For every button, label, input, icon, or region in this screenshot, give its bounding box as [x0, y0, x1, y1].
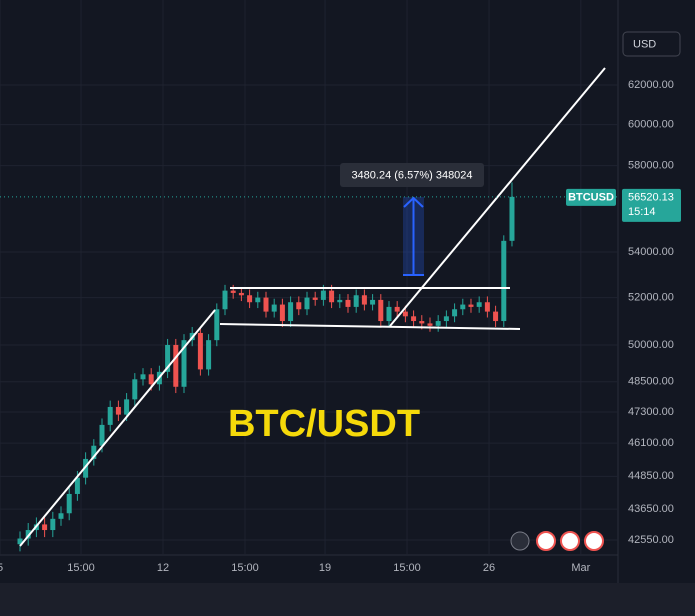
candle-body: [58, 513, 64, 519]
measure-arrow-head: [403, 196, 424, 208]
candle-body: [402, 311, 408, 317]
x-tick-label: Mar: [571, 562, 590, 574]
candle-body: [288, 302, 294, 322]
y-tick-label: 42550.00: [628, 534, 674, 546]
grid: [0, 0, 618, 555]
candle-body: [361, 295, 367, 305]
x-tick-label: 15:00: [231, 562, 259, 574]
candle-body: [427, 323, 433, 326]
candle-body: [99, 424, 105, 446]
candle-body: [140, 374, 146, 380]
last-price: BTCUSD 56520.13 15:14: [0, 188, 681, 222]
y-tick-label: 52000.00: [628, 291, 674, 303]
candle-body: [312, 297, 318, 300]
y-tick-label: 54000.00: [628, 246, 674, 258]
candle-body: [181, 340, 187, 387]
candle-body: [411, 316, 417, 322]
candle-body: [206, 340, 212, 370]
candle-body: [148, 374, 154, 385]
candle-body: [124, 399, 130, 415]
candle-body: [304, 297, 310, 310]
candle-body: [173, 344, 179, 387]
candle-body: [107, 406, 113, 425]
measure-label: 3480.24 (6.57%) 348024: [351, 169, 472, 181]
x-tick-label: 15:00: [393, 562, 421, 574]
last-price-label: 56520.13: [628, 191, 674, 203]
y-tick-label: 50000.00: [628, 339, 674, 351]
candle-body: [91, 445, 97, 459]
y-tick-label: 58000.00: [628, 160, 674, 172]
trend-line: [19, 309, 216, 547]
candle-body: [353, 295, 359, 307]
candle-body: [329, 290, 335, 303]
candle-body: [271, 304, 277, 312]
candle-body: [345, 299, 351, 307]
y-tick-label: 62000.00: [628, 79, 674, 91]
candle-body: [320, 290, 326, 300]
candle-body: [263, 297, 269, 312]
candle-body: [279, 304, 285, 322]
candle-body: [66, 493, 72, 514]
candle-body: [296, 302, 302, 310]
candle-body: [394, 306, 400, 312]
y-tick-label: 43650.00: [628, 503, 674, 515]
candle-body: [370, 299, 376, 305]
candle-body: [17, 538, 23, 545]
y-tick-label: 46100.00: [628, 437, 674, 449]
channel-line: [219, 323, 521, 330]
y-tick-label: 44850.00: [628, 470, 674, 482]
candle-body: [443, 316, 449, 322]
countdown: 15:14: [628, 206, 656, 218]
candle-body: [214, 309, 220, 341]
candle-body: [476, 302, 482, 307]
symbol-label: BTCUSD: [568, 191, 614, 203]
candle-body: [468, 304, 474, 307]
currency-button[interactable]: [622, 31, 681, 57]
candle-body: [484, 302, 490, 312]
x-tick-label: 26: [483, 562, 495, 574]
candle-body: [74, 477, 80, 494]
candle-body: [509, 196, 515, 241]
currency[interactable]: USD: [633, 38, 656, 50]
candle-body: [460, 304, 466, 310]
x-tick-label: 5: [0, 562, 3, 574]
candle-body: [378, 299, 384, 322]
candle-body: [337, 299, 343, 303]
candle-body: [493, 311, 499, 322]
y-tick-label: 48500.00: [628, 376, 674, 388]
candle-body: [42, 524, 48, 531]
price-box: [622, 188, 681, 222]
y-tick-label: 60000.00: [628, 119, 674, 131]
candle-body: [255, 297, 261, 303]
candle-body: [132, 379, 138, 400]
candle-body: [386, 306, 392, 322]
candle-body: [50, 518, 56, 531]
watermark: BTC/USDT: [228, 403, 420, 445]
measure-box: [340, 163, 484, 187]
bottom-bar: [0, 583, 695, 616]
trend-line: [389, 67, 606, 327]
candle-body: [83, 458, 89, 478]
y-tick-label: 47300.00: [628, 406, 674, 418]
symbol-box: [566, 188, 616, 206]
candle-body: [419, 321, 425, 324]
candle-body: [25, 530, 31, 539]
candles: [17, 182, 515, 552]
candle-body: [435, 321, 441, 326]
event-icons: [510, 531, 604, 551]
x-tick-label: 19: [319, 562, 331, 574]
x-tick-label: 15:00: [67, 562, 95, 574]
candle-body: [197, 332, 203, 370]
candle-body: [222, 290, 228, 310]
candle-body: [247, 295, 253, 303]
candle-body: [501, 240, 507, 322]
x-tick-label: 12: [157, 562, 169, 574]
candle-body: [230, 290, 236, 293]
candle-body: [165, 344, 171, 372]
candle-body: [452, 309, 458, 317]
candle-body: [115, 406, 121, 415]
candle-body: [238, 292, 244, 296]
